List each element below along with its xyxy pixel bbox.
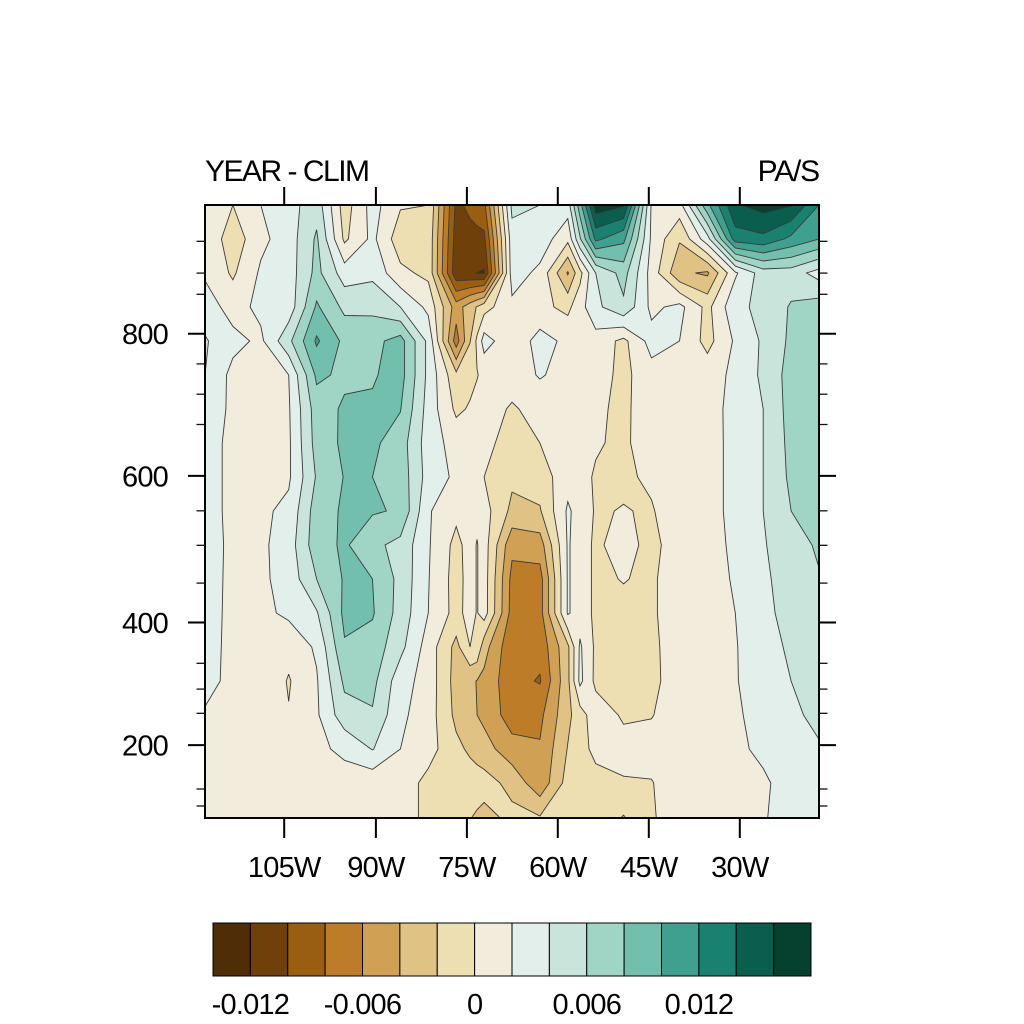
svg-text:90W: 90W [347,852,406,884]
svg-text:0.006: 0.006 [552,989,621,1021]
svg-text:-0.006: -0.006 [324,989,401,1021]
svg-text:800: 800 [122,319,168,351]
svg-text:YEAR - CLIM: YEAR - CLIM [205,155,369,188]
svg-text:-0.012: -0.012 [212,989,289,1021]
svg-text:400: 400 [122,608,168,640]
svg-text:PA/S: PA/S [758,155,820,188]
svg-text:30W: 30W [711,852,770,884]
svg-text:105W: 105W [248,852,322,884]
svg-text:75W: 75W [438,852,497,884]
svg-text:600: 600 [122,461,168,493]
svg-text:60W: 60W [529,852,588,884]
svg-text:200: 200 [122,731,168,763]
svg-text:0.012: 0.012 [665,989,734,1021]
svg-text:0: 0 [467,989,482,1021]
svg-text:45W: 45W [620,852,679,884]
